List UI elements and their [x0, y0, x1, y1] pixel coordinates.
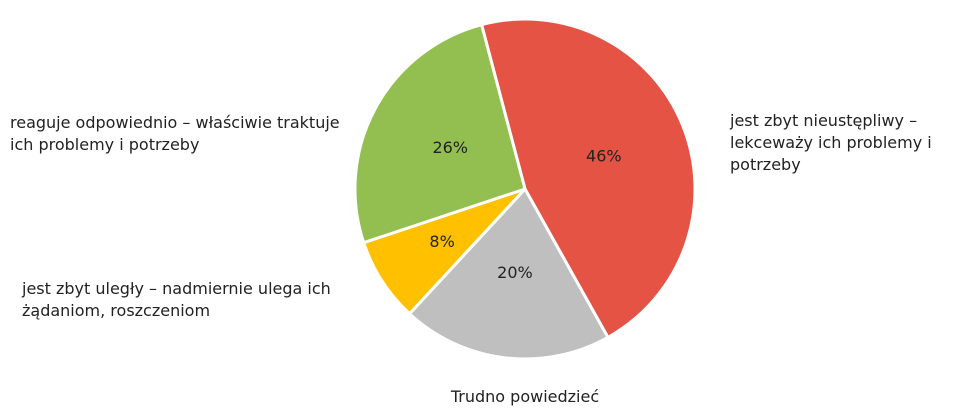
value-label: 26%	[432, 138, 468, 157]
value-label: 20%	[497, 263, 533, 282]
slice-label: reaguje odpowiednio – właściwie traktuje…	[10, 113, 340, 154]
slice-label: jest zbyt uległy – nadmiernie ulega ich …	[22, 279, 331, 320]
value-label: 8%	[429, 232, 454, 251]
slice-label: Trudno powiedzieć	[450, 387, 600, 406]
pie-slice	[353, 22, 527, 245]
value-label: 46%	[586, 147, 622, 166]
pie-slice	[479, 17, 697, 340]
slice-label: jest zbyt nieustępliwy – lekceważy ich p…	[730, 111, 932, 174]
pie-slice	[407, 186, 610, 361]
